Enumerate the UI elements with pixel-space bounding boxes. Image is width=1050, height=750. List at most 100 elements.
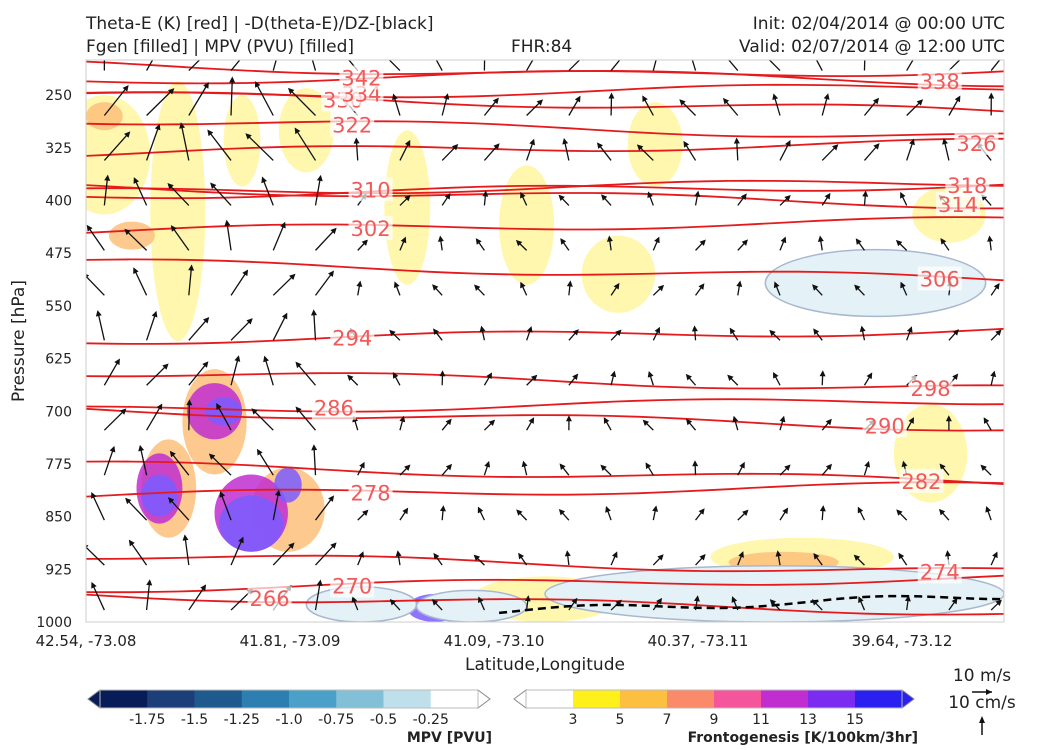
wind-vector-head — [515, 239, 523, 247]
chart-title-line2: Fgen [filled] | MPV (PVU) [filled] — [86, 37, 355, 57]
colorbar-tick-label: -1.0 — [275, 712, 302, 728]
wind-vector-head — [526, 326, 533, 333]
wind-vector-head — [610, 370, 617, 378]
filled-region — [223, 95, 261, 187]
wind-vector — [821, 145, 837, 161]
wind-vector-head — [280, 221, 286, 229]
wind-vector-head — [685, 418, 693, 426]
x-tick-label: 39.64, -73.12 — [852, 632, 953, 650]
colorbar-segment — [855, 690, 903, 708]
wind-vector — [563, 140, 570, 161]
wind-vector-head — [311, 444, 318, 451]
wind-vector-head — [574, 95, 581, 103]
theta-e-contours — [86, 60, 1004, 616]
wind-vector — [171, 452, 190, 476]
wind-vector — [103, 360, 119, 386]
wind-vector-head — [362, 509, 369, 517]
wind-vector-head — [246, 318, 253, 325]
wind-vector — [188, 267, 193, 296]
wind-vector-head — [945, 415, 952, 422]
theta-e-line — [86, 184, 1004, 210]
wind-vector — [314, 582, 321, 611]
colorbar-segment — [383, 690, 432, 708]
wind-vector — [230, 358, 239, 386]
wind-vector-head — [729, 327, 736, 335]
valid-time: Valid: 02/07/2014 @ 12:00 UTC — [739, 37, 1005, 57]
wind-vector-head — [263, 355, 269, 363]
wind-vector-head — [558, 194, 565, 202]
wind-vector — [388, 60, 401, 71]
wind-vector-head — [699, 239, 706, 246]
wind-vector — [103, 133, 129, 161]
wind-vector-head — [353, 137, 360, 144]
theta-e-line — [86, 258, 1004, 282]
colorbar-segment — [194, 690, 243, 708]
wind-vector-head — [484, 460, 491, 468]
wind-vector — [296, 363, 316, 386]
wind-vector — [393, 96, 401, 116]
wind-vector — [97, 312, 105, 341]
wind-vector-head — [168, 88, 175, 95]
wind-vector-head — [528, 417, 535, 424]
wind-vector-head — [101, 32, 107, 38]
wind-vector-head — [900, 191, 906, 199]
wind-vector-head — [343, 53, 349, 60]
wind-vector-head — [985, 505, 992, 513]
wind-vector — [568, 97, 580, 116]
wind-vector-head — [160, 37, 166, 44]
wind-vector-head — [999, 53, 1005, 60]
wind-vector-head — [516, 509, 523, 516]
theta-e-label-bg — [917, 559, 962, 584]
wind-vector — [220, 493, 232, 521]
wind-vector-head — [445, 463, 453, 471]
wind-vector-head — [916, 99, 924, 106]
wind-vector-head — [395, 550, 402, 557]
wind-vector — [230, 60, 241, 71]
wind-vector — [643, 97, 654, 116]
wind-vector-head — [473, 554, 481, 561]
wind-vector-head — [939, 463, 946, 471]
wind-vector — [315, 544, 336, 566]
wind-vector — [906, 141, 914, 161]
wind-vector — [821, 96, 829, 116]
theta-e-line — [86, 70, 1004, 85]
wind-vector-head — [138, 444, 145, 452]
wind-vector-head — [281, 312, 288, 320]
wind-vector-head — [203, 316, 210, 324]
wind-vector-head — [691, 325, 698, 332]
wind-vector-head — [813, 552, 820, 560]
wind-vector — [253, 409, 274, 431]
wind-vector-head — [647, 191, 653, 199]
colorbar-segment — [430, 690, 479, 708]
wind-vector — [815, 60, 823, 71]
wind-vector — [906, 60, 914, 71]
wind-vector — [773, 96, 781, 116]
wind-vector-head — [656, 597, 663, 605]
wind-vector-head — [261, 176, 267, 184]
forecast-hour: FHR:84 — [511, 37, 573, 57]
wind-vector-head — [479, 325, 486, 333]
wind-vector — [863, 60, 866, 71]
wind-vector-head — [208, 453, 216, 460]
wind-vector-head — [811, 599, 819, 606]
wind-vector-head — [168, 497, 175, 504]
wind-vector-head — [823, 93, 830, 100]
wind-vector — [226, 222, 232, 251]
colorbar-segment — [761, 690, 809, 708]
wind-vector-head — [819, 370, 826, 377]
theta-e-line — [86, 327, 1004, 345]
wind-vector-head — [779, 415, 786, 423]
wind-vector-head — [938, 508, 946, 516]
wind-vector-head — [694, 190, 701, 198]
wind-vector-head — [529, 138, 535, 146]
wind-vector — [314, 177, 321, 206]
filled-region — [627, 102, 683, 187]
wind-vector — [598, 144, 612, 161]
wind-vector-head — [657, 284, 665, 292]
wind-vector-head — [86, 544, 89, 549]
wind-vector-head — [316, 579, 323, 586]
wind-vector-head — [182, 534, 189, 541]
wind-vector-head — [601, 194, 608, 201]
theta-e-line — [86, 372, 1004, 390]
wind-vector-head — [741, 239, 748, 246]
